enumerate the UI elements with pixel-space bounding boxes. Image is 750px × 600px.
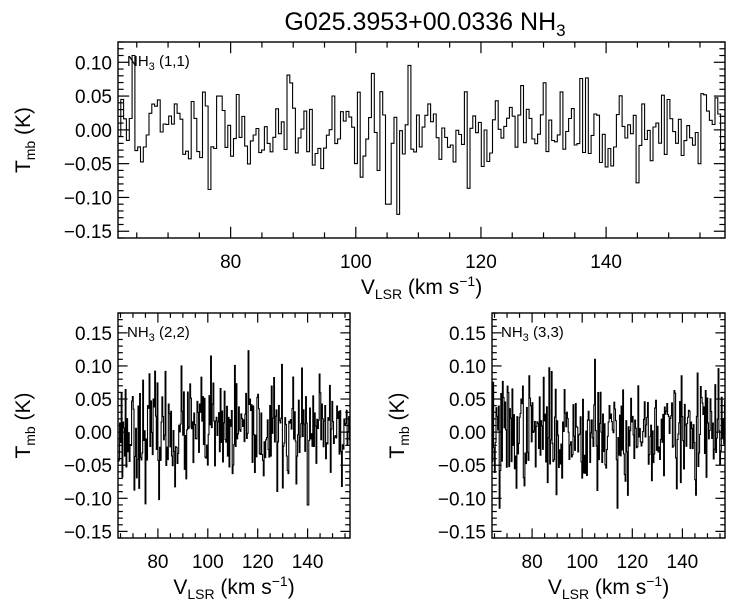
y-tick-label: 0.15: [449, 324, 486, 345]
x-tick-label: 100: [340, 252, 372, 273]
spectrum-trace: [118, 350, 351, 506]
y-tick-label: 0.05: [75, 390, 112, 411]
x-tick-label: 120: [616, 552, 648, 573]
panel-nh3-33: 80 100 120 140 0.15 0.10 0.05 0.00 −0.05 −0.10 −0.…: [386, 312, 726, 600]
x-tick-label: 80: [220, 252, 241, 273]
y-tick-label: 0.05: [449, 390, 486, 411]
y-tick-label: −0.15: [438, 522, 486, 543]
y-tick-label: −0.15: [64, 522, 112, 543]
y-tick-label: 0.00: [75, 121, 112, 142]
y-tick-label: −0.10: [438, 489, 486, 510]
y-tick-label: −0.10: [64, 188, 112, 209]
y-tick-label: 0.10: [75, 53, 112, 74]
x-tick-label: 100: [566, 552, 598, 573]
x-tick-label: 120: [465, 252, 497, 273]
x-tick-label: 80: [522, 552, 543, 573]
y-tick-label: 0.05: [75, 87, 112, 108]
y-axis-label: Tmb (K): [12, 107, 38, 173]
y-tick-label: 0.10: [449, 357, 486, 378]
panel-label: NH3 (2,2): [127, 324, 190, 344]
x-tick-label: 80: [147, 552, 168, 573]
y-tick-label: 0.10: [75, 357, 112, 378]
y-tick-label: −0.05: [64, 456, 112, 477]
x-tick-label: 140: [667, 552, 699, 573]
y-tick-label: −0.05: [64, 155, 112, 176]
x-tick-label: 100: [192, 552, 224, 573]
y-axis-label: Tmb (K): [386, 392, 412, 458]
y-tick-label: 0.00: [75, 423, 112, 444]
y-tick-label: −0.15: [64, 222, 112, 243]
panel-nh3-11: 80 100 120 140 0.10 0.05 0.00 −0.05 −0.10 −0.15 NH…: [12, 41, 726, 302]
y-tick-label: 0.15: [75, 324, 112, 345]
x-tick-label: 140: [292, 552, 324, 573]
y-tick-label: −0.10: [64, 489, 112, 510]
plot-frame: [117, 41, 726, 239]
y-axis-label: Tmb (K): [12, 392, 38, 458]
spectrum-trace: [118, 54, 725, 215]
panel-label: NH3 (1,1): [127, 53, 190, 73]
panel-nh3-22: 80 100 120 140 0.15 0.10 0.05 0.00 −0.05 −0.10 −0.…: [12, 312, 351, 600]
x-axis-label: VLSR (km s−1): [548, 573, 669, 600]
y-tick-label: 0.00: [449, 423, 486, 444]
x-tick-label: 120: [242, 552, 274, 573]
x-axis-label: VLSR (km s−1): [361, 273, 482, 302]
y-tick-label: −0.05: [438, 456, 486, 477]
x-tick-label: 140: [590, 252, 622, 273]
spectrum-trace: [492, 358, 726, 509]
figure-title: G025.3953+00.0336 NH3: [284, 8, 565, 40]
panel-label: NH3 (3,3): [501, 324, 564, 344]
x-axis-label: VLSR (km s−1): [173, 573, 294, 600]
